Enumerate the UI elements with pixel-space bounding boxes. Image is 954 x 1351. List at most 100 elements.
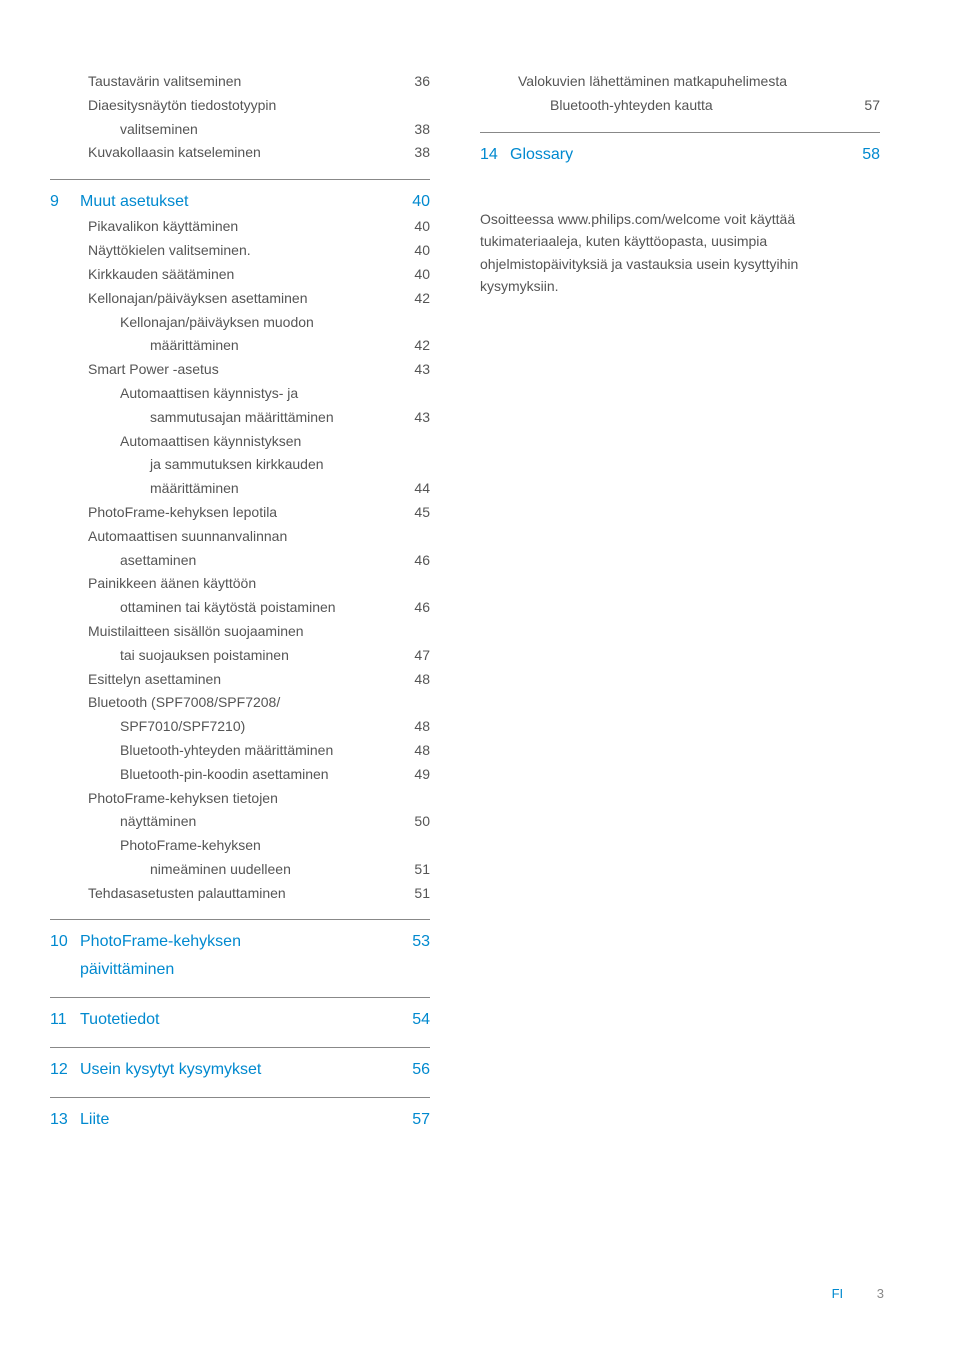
- section-number: 12: [50, 1056, 80, 1083]
- section-number: 11: [50, 1006, 80, 1033]
- toc-entry[interactable]: Taustavärin valitseminen36: [50, 70, 430, 94]
- section-title: 13Liite: [50, 1106, 402, 1133]
- toc-entry[interactable]: Smart Power -asetus43: [50, 358, 430, 382]
- section-title: 9Muut asetukset: [50, 188, 402, 215]
- section-page: 58: [852, 141, 880, 168]
- toc-label: Esittelyn asettaminen: [88, 668, 402, 692]
- section-header[interactable]: 11Tuotetiedot54: [50, 1006, 430, 1033]
- toc-entry[interactable]: Tehdasasetusten palauttaminen51: [50, 882, 430, 906]
- toc-label: sammutusajan määrittäminen: [150, 406, 402, 430]
- toc-entry[interactable]: Näyttökielen valitseminen.40: [50, 239, 430, 263]
- section-page: 56: [402, 1056, 430, 1083]
- section-header[interactable]: 14Glossary58: [480, 141, 880, 168]
- toc-entry[interactable]: Kirkkauden säätäminen40: [50, 263, 430, 287]
- toc-label: Taustavärin valitseminen: [88, 70, 402, 94]
- toc-page: 43: [402, 406, 430, 430]
- toc-entry[interactable]: Painikkeen äänen käyttöön: [50, 572, 430, 596]
- toc-label: Valokuvien lähettäminen matkapuhelimesta: [518, 70, 852, 94]
- toc-entry[interactable]: ja sammutuksen kirkkauden: [50, 453, 430, 477]
- toc-entry[interactable]: Diaesitysnäytön tiedostotyypin: [50, 94, 430, 118]
- toc-page: 42: [402, 334, 430, 358]
- toc-entry[interactable]: määrittäminen42: [50, 334, 430, 358]
- toc-entry[interactable]: Valokuvien lähettäminen matkapuhelimesta: [480, 70, 880, 94]
- toc-page: 51: [402, 882, 430, 906]
- toc-page: 36: [402, 70, 430, 94]
- section-divider: [50, 179, 430, 180]
- toc-entry[interactable]: Bluetooth (SPF7008/SPF7208/: [50, 691, 430, 715]
- toc-entry[interactable]: Kellonajan/päiväyksen asettaminen42: [50, 287, 430, 311]
- toc-entry[interactable]: asettaminen46: [50, 549, 430, 573]
- toc-label: Näyttökielen valitseminen.: [88, 239, 402, 263]
- toc-entry[interactable]: Bluetooth-yhteyden määrittäminen48: [50, 739, 430, 763]
- toc-label: Kellonajan/päiväyksen muodon: [120, 311, 402, 335]
- toc-label: asettaminen: [120, 549, 402, 573]
- toc-entry[interactable]: Automaattisen suunnanvalinnan: [50, 525, 430, 549]
- toc-entry[interactable]: Muistilaitteen sisällön suojaaminen: [50, 620, 430, 644]
- toc-entry[interactable]: Bluetooth-pin-koodin asettaminen49: [50, 763, 430, 787]
- body-paragraph: Osoitteessa www.philips.com/welcome voit…: [480, 208, 880, 298]
- section-number: 9: [50, 188, 80, 215]
- toc-label: Muistilaitteen sisällön suojaaminen: [88, 620, 402, 644]
- toc-entry[interactable]: Kellonajan/päiväyksen muodon: [50, 311, 430, 335]
- toc-page: 46: [402, 596, 430, 620]
- toc-page: 48: [402, 739, 430, 763]
- section-page: 53: [402, 928, 430, 955]
- section-page: 40: [402, 188, 430, 215]
- toc-page: 51: [402, 858, 430, 882]
- section-divider: [50, 1097, 430, 1098]
- toc-entry[interactable]: määrittäminen44: [50, 477, 430, 501]
- toc-label: Automaattisen käynnistyksen: [120, 430, 402, 454]
- section-title: 14Glossary: [480, 141, 852, 168]
- toc-entry[interactable]: nimeäminen uudelleen51: [50, 858, 430, 882]
- toc-label: valitseminen: [120, 118, 402, 142]
- toc-entry[interactable]: SPF7010/SPF7210)48: [50, 715, 430, 739]
- toc-label: näyttäminen: [120, 810, 402, 834]
- toc-entry[interactable]: PhotoFrame-kehyksen lepotila45: [50, 501, 430, 525]
- toc-entry[interactable]: tai suojauksen poistaminen47: [50, 644, 430, 668]
- toc-entry[interactable]: ottaminen tai käytöstä poistaminen46: [50, 596, 430, 620]
- toc-label: Bluetooth-yhteyden kautta: [550, 94, 852, 118]
- toc-label: Kuvakollaasin katseleminen: [88, 141, 402, 165]
- toc-entry[interactable]: näyttäminen50: [50, 810, 430, 834]
- section-header[interactable]: 12Usein kysytyt kysymykset56: [50, 1056, 430, 1083]
- toc-page: 40: [402, 263, 430, 287]
- toc-entry[interactable]: Kuvakollaasin katseleminen38: [50, 141, 430, 165]
- toc-label: Diaesitysnäytön tiedostotyypin: [88, 94, 402, 118]
- toc-label: Bluetooth-pin-koodin asettaminen: [120, 763, 402, 787]
- toc-entry[interactable]: Pikavalikon käyttäminen40: [50, 215, 430, 239]
- toc-label: määrittäminen: [150, 334, 402, 358]
- section-title: 11Tuotetiedot: [50, 1006, 402, 1033]
- section-divider: [50, 919, 430, 920]
- section-header[interactable]: 9Muut asetukset40: [50, 188, 430, 215]
- toc-label: PhotoFrame-kehyksen lepotila: [88, 501, 402, 525]
- toc-page: 48: [402, 668, 430, 692]
- toc-entry[interactable]: valitseminen38: [50, 118, 430, 142]
- toc-label: Painikkeen äänen käyttöön: [88, 572, 402, 596]
- toc-entry[interactable]: Bluetooth-yhteyden kautta57: [480, 94, 880, 118]
- toc-page: 57: [852, 94, 880, 118]
- toc-entry[interactable]: PhotoFrame-kehyksen tietojen: [50, 787, 430, 811]
- toc-page: 43: [402, 358, 430, 382]
- toc-label: ottaminen tai käytöstä poistaminen: [120, 596, 402, 620]
- section-divider: [50, 997, 430, 998]
- toc-label: ja sammutuksen kirkkauden: [150, 453, 402, 477]
- toc-entry[interactable]: Esittelyn asettaminen48: [50, 668, 430, 692]
- toc-entry[interactable]: Automaattisen käynnistys- ja: [50, 382, 430, 406]
- toc-entry[interactable]: sammutusajan määrittäminen43: [50, 406, 430, 430]
- page-footer: FI 3: [832, 1286, 884, 1301]
- left-column: Taustavärin valitseminen36Diaesitysnäytö…: [50, 70, 430, 1133]
- section-divider: [480, 132, 880, 133]
- toc-label: Smart Power -asetus: [88, 358, 402, 382]
- toc-entry[interactable]: PhotoFrame-kehyksen: [50, 834, 430, 858]
- toc-label: Automaattisen suunnanvalinnan: [88, 525, 402, 549]
- toc-entry[interactable]: Automaattisen käynnistyksen: [50, 430, 430, 454]
- section-header[interactable]: 10PhotoFrame-kehyksenpäivittäminen53: [50, 928, 430, 982]
- toc-page: 38: [402, 118, 430, 142]
- toc-page: 40: [402, 239, 430, 263]
- toc-page: 46: [402, 549, 430, 573]
- section-header[interactable]: 13Liite57: [50, 1106, 430, 1133]
- section-title: 10PhotoFrame-kehyksenpäivittäminen: [50, 928, 402, 982]
- toc-label: Kirkkauden säätäminen: [88, 263, 402, 287]
- toc-page: 50: [402, 810, 430, 834]
- toc-label: Kellonajan/päiväyksen asettaminen: [88, 287, 402, 311]
